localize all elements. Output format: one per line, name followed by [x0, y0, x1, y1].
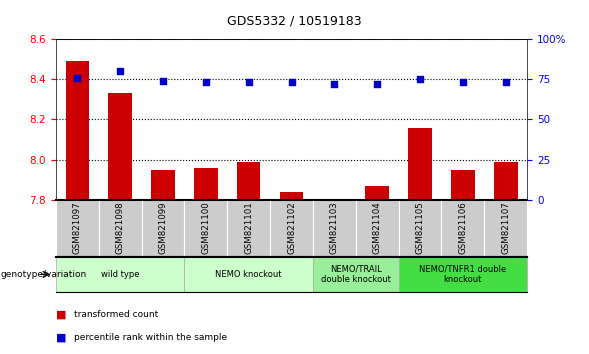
Text: GSM821107: GSM821107 [501, 202, 510, 255]
Point [287, 80, 296, 85]
Bar [399, 257, 527, 292]
Text: GSM821098: GSM821098 [115, 202, 125, 254]
Text: GSM821100: GSM821100 [201, 202, 210, 255]
Point [201, 80, 211, 85]
Bar [65, 61, 89, 200]
Point [72, 75, 82, 80]
Bar [194, 168, 218, 200]
Point [372, 81, 382, 87]
Text: NEMO/TRAIL
double knockout: NEMO/TRAIL double knockout [321, 265, 391, 284]
Bar [151, 170, 175, 200]
Text: ■: ■ [56, 333, 67, 343]
Text: GDS5332 / 10519183: GDS5332 / 10519183 [227, 14, 362, 27]
Bar [270, 200, 313, 257]
Point [458, 80, 468, 85]
Bar [108, 93, 132, 200]
Text: GSM821103: GSM821103 [330, 202, 339, 255]
Text: GSM821099: GSM821099 [158, 202, 167, 254]
Bar [227, 200, 270, 257]
Bar [237, 162, 260, 200]
Text: GSM821101: GSM821101 [244, 202, 253, 255]
Bar [280, 192, 303, 200]
Point [330, 81, 339, 87]
Bar [494, 162, 518, 200]
Bar [56, 200, 99, 257]
Text: NEMO/TNFR1 double
knockout: NEMO/TNFR1 double knockout [419, 265, 507, 284]
Bar [184, 200, 227, 257]
Text: GSM821097: GSM821097 [73, 202, 82, 254]
Text: GSM821102: GSM821102 [287, 202, 296, 255]
Bar [365, 186, 389, 200]
Bar [184, 257, 313, 292]
Point [501, 80, 511, 85]
Bar [99, 200, 141, 257]
Bar [451, 170, 475, 200]
Text: genotype/variation: genotype/variation [1, 270, 87, 279]
Point [115, 68, 125, 74]
Text: GSM821104: GSM821104 [373, 202, 382, 255]
Bar [313, 200, 356, 257]
Bar [442, 200, 484, 257]
Text: transformed count: transformed count [74, 310, 158, 319]
Bar [356, 200, 399, 257]
Bar [141, 200, 184, 257]
Bar [313, 257, 399, 292]
Point [415, 76, 425, 82]
Bar [484, 200, 527, 257]
Text: NEMO knockout: NEMO knockout [216, 270, 282, 279]
Point [158, 78, 168, 84]
Point [244, 80, 253, 85]
Text: GSM821105: GSM821105 [416, 202, 425, 255]
Text: ■: ■ [56, 310, 67, 320]
Text: wild type: wild type [101, 270, 140, 279]
Bar [408, 127, 432, 200]
Text: GSM821106: GSM821106 [458, 202, 468, 255]
Text: percentile rank within the sample: percentile rank within the sample [74, 333, 227, 342]
Bar [56, 257, 184, 292]
Bar [399, 200, 442, 257]
